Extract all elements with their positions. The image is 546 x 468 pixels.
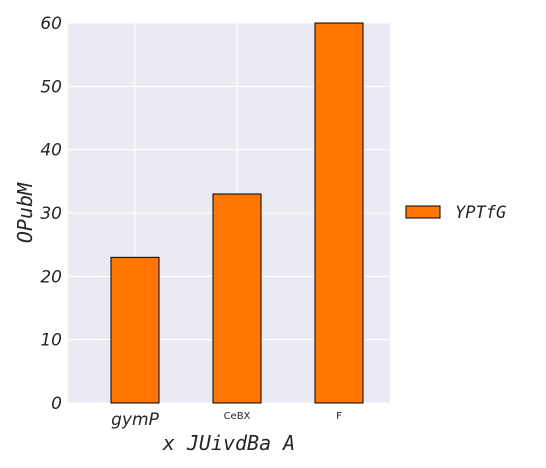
legend: YPTfG [405, 203, 506, 223]
y-tick-label: 40 [40, 141, 62, 161]
x-tick-label: gymP [111, 410, 159, 430]
x-tick-label: CeBX [224, 411, 251, 422]
bar-CeBX [212, 193, 262, 404]
y-tick-label: 50 [40, 77, 62, 97]
y-tick-label: 20 [40, 267, 62, 287]
legend-swatch [405, 205, 441, 219]
bars [110, 22, 364, 404]
y-tick-labels: 0 10 20 30 40 50 60 [40, 14, 62, 414]
y-tick-label: 10 [40, 331, 62, 351]
x-tick-labels: gymP CeBX F [111, 410, 342, 430]
legend-label: YPTfG [455, 203, 506, 223]
y-tick-label: 30 [40, 204, 62, 224]
bar-gymP [110, 256, 160, 404]
y-axis-label: OPubM [13, 182, 37, 243]
y-tick-label: 0 [51, 394, 62, 414]
x-tick-label: F [336, 411, 342, 422]
y-tick-label: 60 [40, 14, 62, 34]
x-axis-label: x JUivdBa A [162, 431, 295, 455]
bar-F [314, 22, 364, 404]
